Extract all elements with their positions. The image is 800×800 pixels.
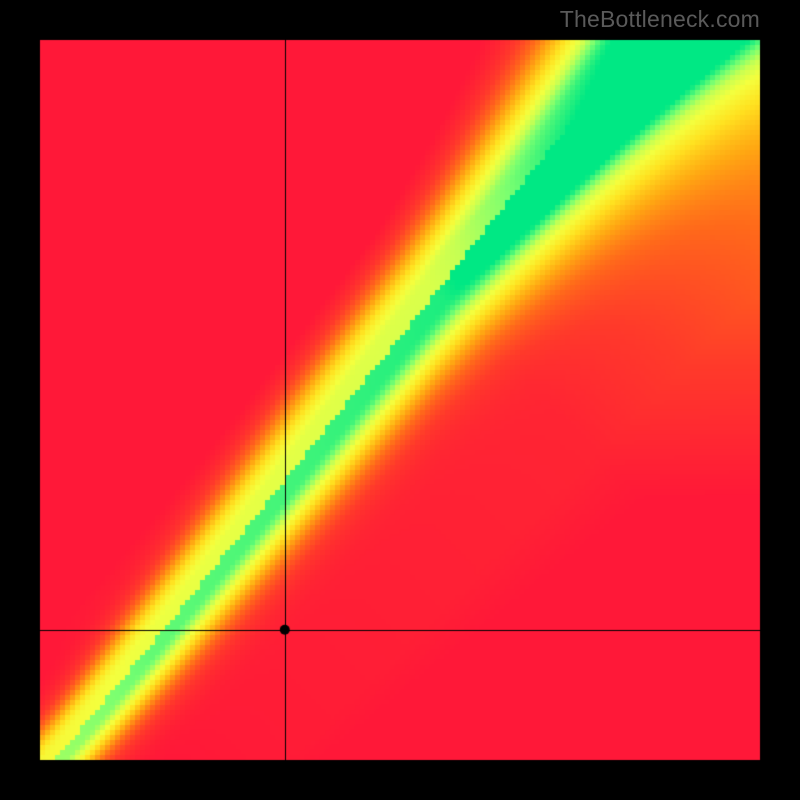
bottleneck-heatmap	[0, 0, 800, 800]
watermark-text: TheBottleneck.com	[560, 6, 760, 33]
